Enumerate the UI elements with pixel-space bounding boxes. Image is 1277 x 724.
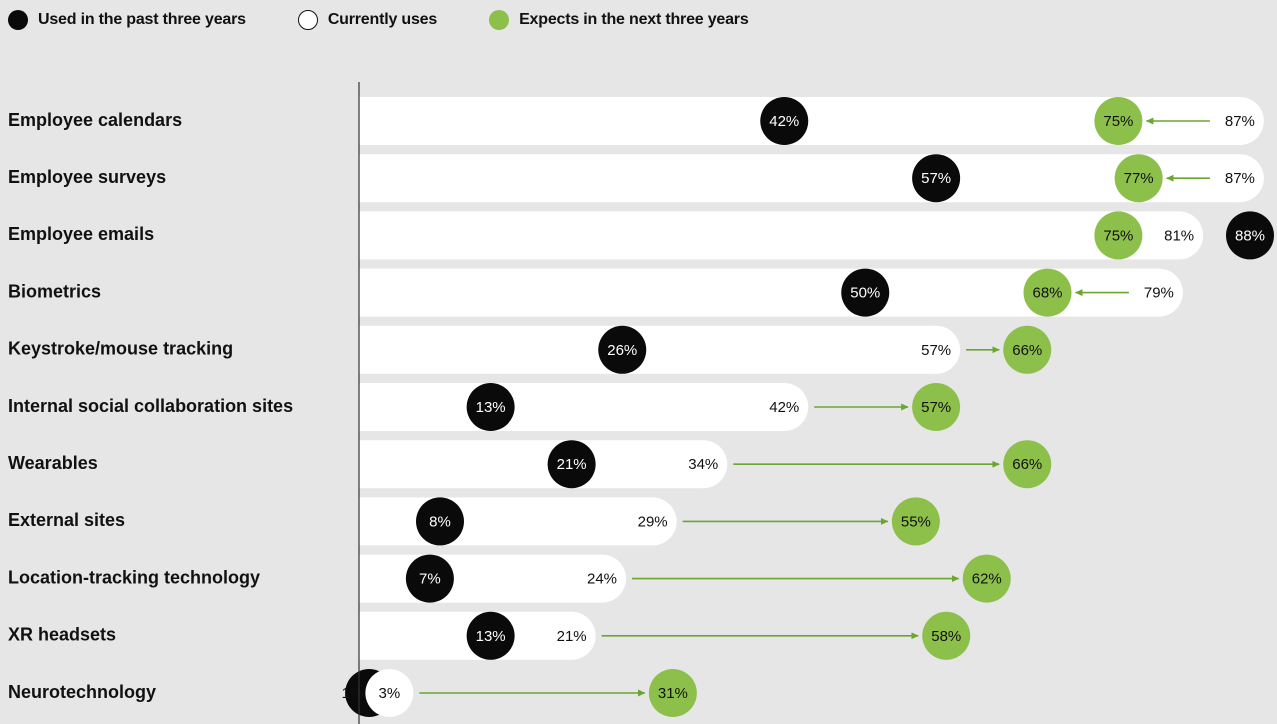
next-value-label: 62%: [972, 571, 1002, 588]
category-label: Keystroke/mouse tracking: [8, 339, 233, 359]
past-value-label: 88%: [1235, 227, 1265, 244]
past-dot: [405, 554, 454, 603]
current-dot: [365, 669, 414, 717]
next-value-label: 68%: [1032, 285, 1062, 302]
next-value-label: 75%: [1103, 227, 1133, 244]
current-value-label: 87%: [1225, 170, 1255, 187]
current-dot: [760, 383, 809, 431]
row-bar: [359, 497, 653, 546]
current-value-label: 81%: [1164, 227, 1194, 244]
next-dot: [912, 383, 961, 431]
past-dot: [912, 154, 961, 203]
next-dot: [1003, 325, 1052, 374]
legend-label-current: Currently uses: [327, 11, 438, 28]
next-dot: [962, 554, 1011, 603]
current-dot: [628, 497, 677, 546]
past-value-label: 1%: [341, 685, 363, 702]
past-value-label: 21%: [557, 456, 587, 473]
next-value-label: 66%: [1012, 456, 1042, 473]
legend-swatch-white-dot: [297, 10, 318, 30]
legend-swatch-green-dot: [489, 10, 510, 30]
legend-swatch-black-dot: [8, 10, 28, 30]
past-dot: [760, 97, 809, 145]
past-value-label: 42%: [769, 113, 799, 130]
row-bar: [359, 211, 1180, 260]
current-value-label: 57%: [921, 342, 951, 359]
next-dot: [1003, 440, 1052, 489]
category-label: Employee emails: [8, 224, 154, 244]
category-label: Location-tracking technology: [8, 567, 260, 587]
past-value-label: 26%: [607, 342, 637, 359]
past-dot: [841, 268, 890, 317]
next-value-label: 57%: [921, 399, 951, 416]
current-value-label: 79%: [1144, 285, 1174, 302]
row-bar: [359, 440, 704, 489]
current-dot: [1215, 154, 1264, 203]
category-label: Employee surveys: [8, 167, 166, 187]
current-value-label: 3%: [379, 685, 401, 702]
current-value-label: 21%: [557, 628, 587, 645]
current-dot: [1215, 97, 1264, 145]
next-dot: [891, 497, 940, 546]
row-bar: [359, 325, 937, 374]
current-value-label: 29%: [638, 513, 668, 530]
row-bar: [359, 154, 1240, 203]
past-value-label: 7%: [419, 571, 441, 588]
next-dot: [1023, 268, 1072, 317]
current-value-label: 87%: [1225, 113, 1255, 130]
legend-label-next: Expects in the next three years: [519, 11, 749, 28]
category-label: XR headsets: [8, 625, 116, 645]
category-label: Neurotechnology: [8, 682, 156, 702]
current-dot: [912, 325, 961, 374]
current-value-label: 34%: [688, 456, 718, 473]
next-value-label: 55%: [901, 513, 931, 530]
row-bar: [359, 554, 602, 603]
category-label: Internal social collaboration sites: [8, 396, 293, 416]
past-dot: [416, 497, 464, 546]
past-dot: [547, 440, 596, 489]
past-dot: [466, 383, 515, 431]
past-value-label: 13%: [476, 399, 506, 416]
category-label: Employee calendars: [8, 110, 182, 130]
legend-item-next: Expects in the next three years: [489, 10, 749, 30]
row-bar: [359, 611, 572, 660]
legend-item-current: Currently uses: [297, 10, 438, 30]
past-value-label: 50%: [850, 285, 880, 302]
category-label: Biometrics: [8, 281, 101, 301]
next-value-label: 31%: [658, 685, 688, 702]
current-dot: [1134, 268, 1183, 317]
legend: Used in the past three years Currently u…: [8, 8, 801, 32]
legend-item-past: Used in the past three years: [8, 10, 246, 30]
row-bar: [359, 383, 785, 431]
past-value-label: 57%: [921, 170, 951, 187]
category-label: External sites: [8, 510, 125, 530]
past-dot: [598, 325, 647, 374]
current-value-label: 42%: [769, 399, 799, 416]
next-dot: [922, 611, 971, 660]
current-value-label: 24%: [587, 571, 617, 588]
next-value-label: 66%: [1012, 342, 1042, 359]
current-dot: [578, 554, 626, 603]
past-dot: [1226, 211, 1274, 260]
current-dot: [547, 611, 596, 660]
next-value-label: 58%: [931, 628, 961, 645]
next-dot: [1094, 97, 1143, 145]
past-dot: [466, 611, 515, 660]
next-value-label: 75%: [1103, 113, 1133, 130]
next-value-label: 77%: [1124, 170, 1154, 187]
next-dot: [648, 669, 697, 717]
past-value-label: 8%: [429, 513, 451, 530]
next-dot: [1094, 211, 1143, 260]
past-value-label: 13%: [476, 628, 506, 645]
category-label: Wearables: [8, 453, 98, 473]
next-dot: [1114, 154, 1163, 203]
current-dot: [1155, 211, 1204, 260]
legend-label-past: Used in the past three years: [38, 11, 246, 28]
current-dot: [679, 440, 728, 489]
